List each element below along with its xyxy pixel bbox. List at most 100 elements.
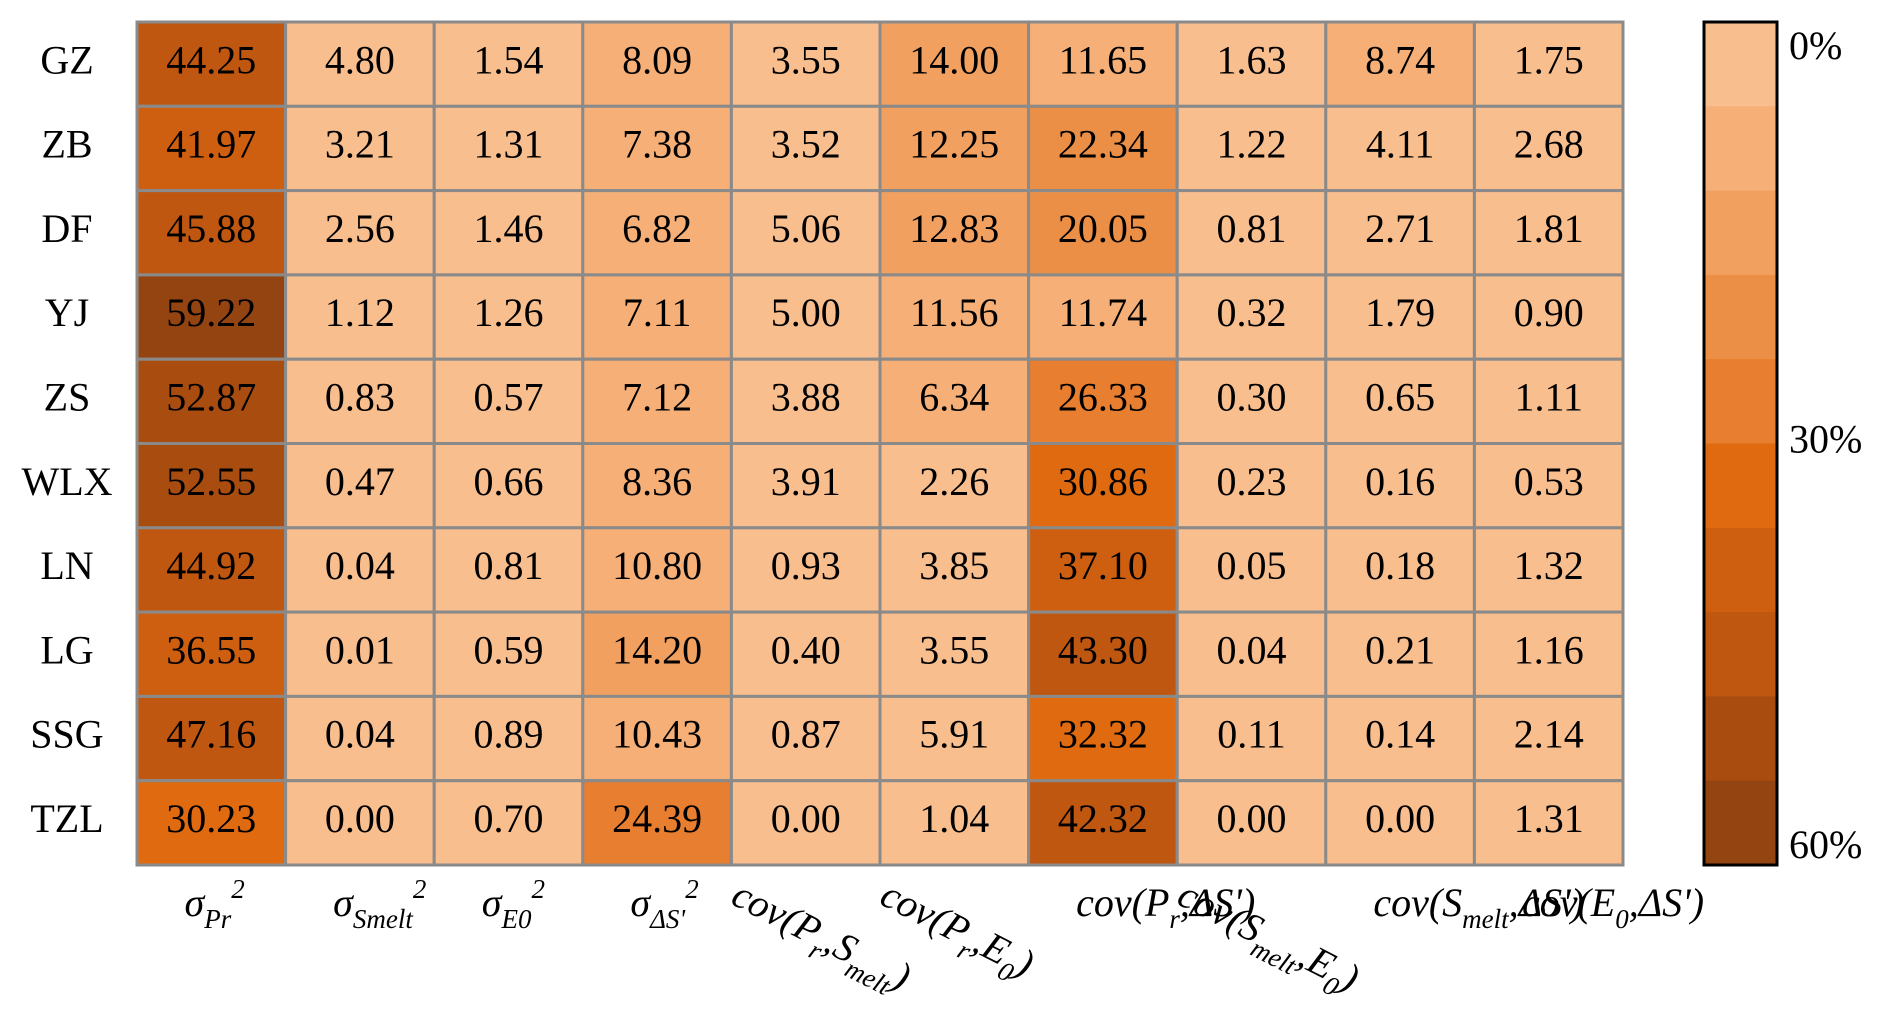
cell-label: 0.16	[1365, 459, 1435, 504]
cell-label: 2.71	[1365, 206, 1435, 251]
cell-label: 1.31	[1514, 796, 1584, 841]
cell-label: 1.54	[474, 37, 544, 82]
colorbar-band	[1704, 443, 1777, 529]
heat-cell	[135, 442, 288, 530]
heat-cell	[135, 526, 288, 614]
cell-label: 1.63	[1217, 37, 1287, 82]
colorbar-band	[1704, 612, 1777, 697]
cell-label: 1.75	[1514, 37, 1584, 82]
cell-label: 1.26	[474, 290, 544, 335]
column-label-part: ,ΔS')	[1509, 880, 1584, 925]
column-label-part: cov(P	[1076, 880, 1169, 925]
row-label: YJ	[45, 290, 89, 335]
heat-cell	[1324, 694, 1476, 783]
heat-cell	[284, 694, 436, 783]
heat-cell	[284, 189, 436, 277]
heat-cell	[135, 273, 288, 361]
cell-label: 0.23	[1217, 459, 1287, 504]
cell-label: 0.70	[474, 796, 544, 841]
row-label: WLX	[21, 459, 112, 504]
colorbar-tick-label: 0%	[1789, 23, 1842, 68]
heat-cell	[878, 526, 1031, 614]
heat-cell	[284, 104, 436, 193]
heat-cell	[284, 779, 436, 867]
row-label: DF	[41, 206, 92, 251]
cell-label: 6.82	[622, 206, 692, 251]
column-label: σE02	[482, 874, 545, 934]
cell-label: 7.12	[622, 375, 692, 420]
heat-cell	[581, 442, 733, 530]
column-label-part: cov(P	[874, 871, 978, 953]
row-label: ZS	[44, 375, 91, 420]
cell-label: 37.10	[1058, 543, 1148, 588]
cell-label: 1.11	[1514, 375, 1583, 420]
colorbar-band	[1704, 696, 1777, 782]
cell-label: 1.04	[919, 796, 989, 841]
cell-label: 20.05	[1058, 206, 1148, 251]
heat-cell	[1175, 357, 1328, 446]
heat-cell	[878, 104, 1031, 193]
heat-cell	[1175, 694, 1328, 783]
cell-label: 1.12	[325, 290, 395, 335]
row-label: ZB	[41, 122, 92, 167]
cell-label: 44.92	[166, 543, 256, 588]
heat-cell	[1175, 779, 1328, 867]
column-label-part: cov(P	[725, 871, 829, 953]
cell-label: 0.53	[1514, 459, 1584, 504]
cell-label: 0.18	[1365, 543, 1435, 588]
cell-label: 0.57	[474, 375, 544, 420]
colorbar-band	[1704, 780, 1777, 866]
heat-cell	[1324, 104, 1476, 193]
heat-cell	[284, 357, 436, 446]
column-label-part: σ	[482, 880, 503, 925]
cell-label: 5.91	[919, 712, 989, 757]
colorbar-band	[1704, 106, 1777, 192]
heat-cell	[1027, 694, 1179, 783]
heat-cell	[1324, 779, 1476, 867]
heat-cell	[878, 20, 1031, 108]
heat-cell	[1175, 189, 1328, 277]
cell-label: 4.80	[325, 37, 395, 82]
heat-cell	[878, 610, 1031, 698]
cell-label: 10.43	[612, 712, 702, 757]
cell-label: 0.21	[1365, 627, 1435, 672]
column-label: cov(E0,ΔS')	[1522, 880, 1704, 934]
cell-label: 2.26	[919, 459, 989, 504]
column-label-part: Pr	[203, 904, 231, 934]
column-label: σΔS'2	[630, 874, 698, 934]
cell-label: 0.93	[771, 543, 841, 588]
heat-cell	[1175, 104, 1328, 193]
row-label: LN	[40, 543, 93, 588]
column-label-part: melt	[1462, 904, 1510, 934]
heat-cell	[1175, 610, 1328, 698]
cell-label: 0.00	[771, 796, 841, 841]
heat-cell	[878, 357, 1031, 446]
column-label: cov(Smelt,E0)	[1167, 871, 1367, 1008]
column-label-part: Smelt	[353, 904, 414, 934]
cell-label: 0.47	[325, 459, 395, 504]
cell-label: 11.56	[910, 290, 999, 335]
cell-label: 1.32	[1514, 543, 1584, 588]
heat-cell	[1472, 189, 1625, 277]
heat-cell	[432, 189, 585, 277]
cell-label: 0.01	[325, 627, 395, 672]
heat-cell	[1324, 610, 1476, 698]
colorbar-band	[1704, 359, 1777, 444]
heat-cell	[878, 442, 1031, 530]
cell-label: 0.66	[474, 459, 544, 504]
heat-cell	[729, 357, 882, 446]
cell-label: 0.89	[474, 712, 544, 757]
heat-cell	[1324, 357, 1476, 446]
heat-cell	[1472, 20, 1625, 108]
heat-cell	[1472, 779, 1625, 867]
column-label-part: ,ΔS')	[1629, 880, 1704, 925]
column-label-part: r	[1169, 904, 1180, 934]
row-label: GZ	[40, 37, 93, 82]
heat-cell	[729, 779, 882, 867]
heat-cell	[1175, 20, 1328, 108]
cell-label: 0.81	[474, 543, 544, 588]
heat-cell	[581, 104, 733, 193]
cell-label: 11.74	[1059, 290, 1148, 335]
cell-label: 8.36	[622, 459, 692, 504]
cell-label: 41.97	[166, 122, 256, 167]
